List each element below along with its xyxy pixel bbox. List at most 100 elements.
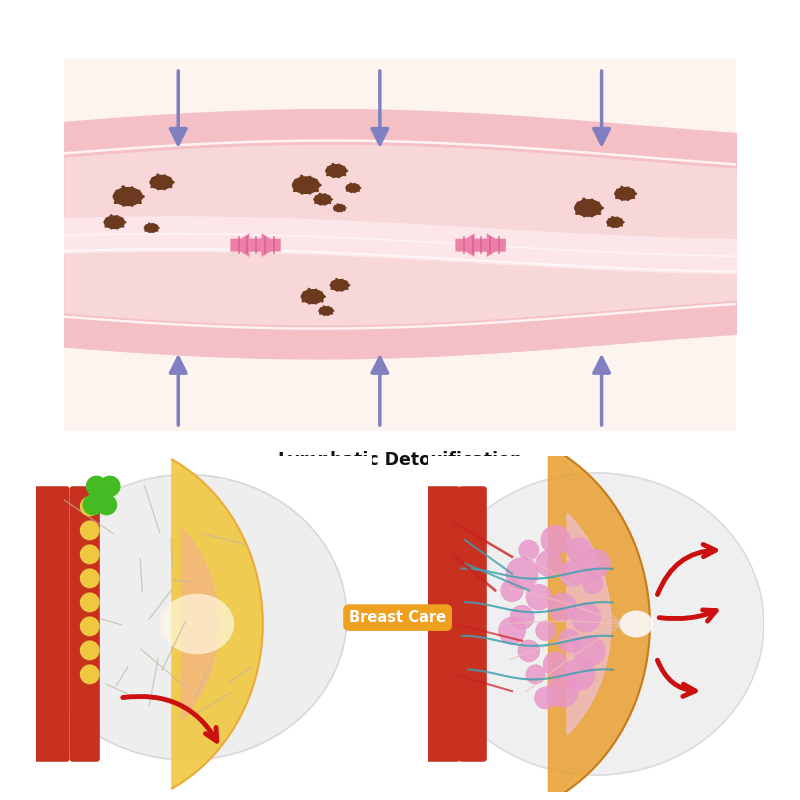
Ellipse shape xyxy=(343,210,346,211)
Ellipse shape xyxy=(110,214,113,218)
Ellipse shape xyxy=(122,186,126,190)
Polygon shape xyxy=(172,459,262,789)
Ellipse shape xyxy=(331,163,334,166)
Ellipse shape xyxy=(337,210,338,212)
Ellipse shape xyxy=(338,175,341,178)
Ellipse shape xyxy=(300,190,304,194)
FancyBboxPatch shape xyxy=(33,486,70,762)
Ellipse shape xyxy=(332,310,334,312)
Ellipse shape xyxy=(113,195,118,198)
FancyBboxPatch shape xyxy=(33,453,375,795)
Ellipse shape xyxy=(323,314,325,316)
Ellipse shape xyxy=(621,186,623,189)
Circle shape xyxy=(80,521,99,540)
Ellipse shape xyxy=(300,174,304,178)
Circle shape xyxy=(80,497,99,516)
Circle shape xyxy=(571,602,601,632)
Circle shape xyxy=(546,675,578,707)
Ellipse shape xyxy=(314,194,332,206)
Text: Lymphatic Detoxification: Lymphatic Detoxification xyxy=(278,451,522,469)
Ellipse shape xyxy=(152,231,154,233)
FancyArrow shape xyxy=(455,234,506,257)
Ellipse shape xyxy=(607,224,610,226)
Ellipse shape xyxy=(116,226,118,230)
Circle shape xyxy=(574,635,605,666)
Circle shape xyxy=(563,658,595,690)
Ellipse shape xyxy=(130,202,134,206)
Ellipse shape xyxy=(169,185,173,188)
Ellipse shape xyxy=(294,178,298,182)
Ellipse shape xyxy=(574,206,579,210)
Ellipse shape xyxy=(314,289,318,292)
Ellipse shape xyxy=(333,207,335,209)
Ellipse shape xyxy=(334,205,336,206)
Ellipse shape xyxy=(319,203,322,206)
Ellipse shape xyxy=(170,181,175,184)
Ellipse shape xyxy=(620,224,623,226)
Ellipse shape xyxy=(136,190,141,194)
Ellipse shape xyxy=(123,221,126,223)
Ellipse shape xyxy=(597,211,602,215)
Text: Breast Care: Breast Care xyxy=(349,610,446,625)
Ellipse shape xyxy=(335,278,338,281)
Ellipse shape xyxy=(345,281,348,283)
Circle shape xyxy=(100,476,120,496)
Circle shape xyxy=(506,558,538,590)
Ellipse shape xyxy=(152,223,154,225)
Ellipse shape xyxy=(331,281,334,283)
Ellipse shape xyxy=(301,295,305,298)
Ellipse shape xyxy=(590,214,594,218)
Ellipse shape xyxy=(332,175,335,178)
Ellipse shape xyxy=(334,210,335,211)
Ellipse shape xyxy=(148,231,150,233)
Circle shape xyxy=(97,494,117,515)
Ellipse shape xyxy=(150,181,154,184)
FancyBboxPatch shape xyxy=(425,486,460,762)
Circle shape xyxy=(567,538,591,562)
Ellipse shape xyxy=(163,174,166,178)
Ellipse shape xyxy=(313,178,318,182)
Ellipse shape xyxy=(330,198,333,201)
Circle shape xyxy=(498,618,526,644)
Ellipse shape xyxy=(301,289,325,304)
Ellipse shape xyxy=(150,185,154,188)
Ellipse shape xyxy=(120,218,123,220)
Circle shape xyxy=(582,574,602,594)
Ellipse shape xyxy=(144,230,146,232)
Ellipse shape xyxy=(350,191,352,193)
Ellipse shape xyxy=(354,183,356,185)
Ellipse shape xyxy=(139,195,145,198)
Ellipse shape xyxy=(619,610,653,638)
Circle shape xyxy=(86,476,106,496)
Ellipse shape xyxy=(342,174,346,176)
Ellipse shape xyxy=(104,215,125,229)
Ellipse shape xyxy=(116,215,118,218)
Ellipse shape xyxy=(330,279,349,291)
Ellipse shape xyxy=(595,202,600,206)
Ellipse shape xyxy=(626,198,630,201)
Ellipse shape xyxy=(324,194,326,196)
Ellipse shape xyxy=(148,222,150,225)
Ellipse shape xyxy=(347,284,350,286)
Ellipse shape xyxy=(338,163,341,166)
Ellipse shape xyxy=(346,183,361,193)
Circle shape xyxy=(536,621,555,641)
FancyArrow shape xyxy=(455,234,506,257)
Circle shape xyxy=(519,540,538,560)
Ellipse shape xyxy=(151,177,155,180)
Ellipse shape xyxy=(328,202,331,204)
Circle shape xyxy=(549,594,576,621)
Ellipse shape xyxy=(320,307,322,310)
Ellipse shape xyxy=(345,170,348,172)
Ellipse shape xyxy=(104,225,108,228)
Circle shape xyxy=(80,617,99,636)
Ellipse shape xyxy=(337,203,338,205)
Ellipse shape xyxy=(346,187,348,189)
Ellipse shape xyxy=(326,164,347,178)
Ellipse shape xyxy=(341,278,343,282)
Ellipse shape xyxy=(315,195,318,198)
Ellipse shape xyxy=(307,288,311,291)
Circle shape xyxy=(582,550,610,578)
Ellipse shape xyxy=(330,307,333,310)
Ellipse shape xyxy=(327,166,330,169)
